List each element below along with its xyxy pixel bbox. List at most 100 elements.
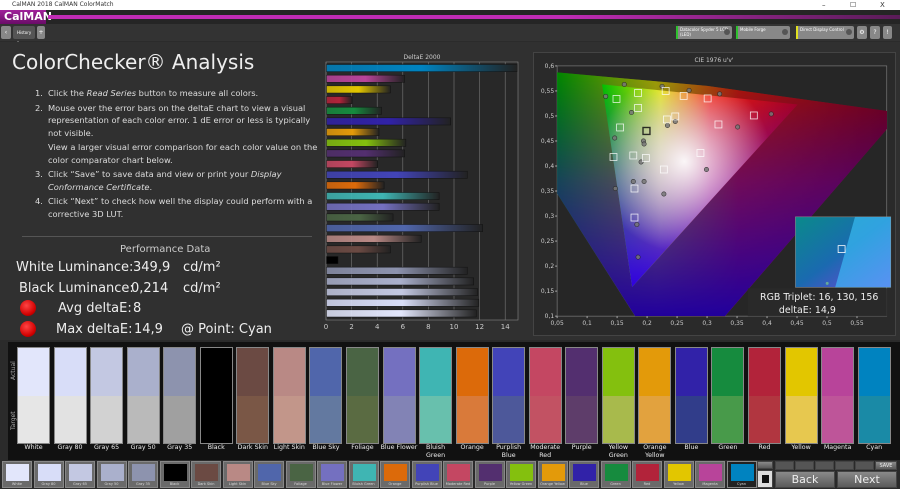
target-point[interactable] [661,87,670,95]
target-point[interactable] [679,92,688,100]
patch-thumb-blue-sky[interactable]: Blue Sky [254,461,284,488]
target-point[interactable] [609,153,618,161]
minimize-button[interactable]: – [822,1,826,9]
measured-point[interactable] [635,254,641,260]
close-button[interactable]: X [880,1,885,9]
bar-blue[interactable] [326,117,451,126]
bar-blue-sky[interactable] [326,224,483,232]
patch-thumb-bluish-green[interactable]: Bluish Green [348,461,379,488]
patch-thumb-foliage[interactable]: Foliage [285,461,316,488]
patch-red[interactable] [748,347,781,444]
bar-cyan[interactable] [326,64,518,72]
bar-magenta[interactable] [326,74,405,83]
help-icon[interactable]: ? [870,26,880,39]
patch-magenta[interactable] [821,347,855,444]
bar-foliage[interactable] [326,213,394,222]
calman-menu-button[interactable]: CalMAN ▾ [0,10,52,37]
patch-thumb-green[interactable]: Green [600,461,631,488]
patch-cyan[interactable] [857,347,891,444]
meter-selector[interactable]: Datacolor Spyder 5 LCD (LED) [676,26,732,39]
patch-blue-flower[interactable] [382,347,416,444]
patch-thumb-blue[interactable]: Blue [569,461,599,488]
pause-icon[interactable] [835,461,854,470]
target-point[interactable] [630,213,639,222]
stop-button[interactable] [757,461,773,469]
bar-orange[interactable] [326,181,385,190]
patch-green[interactable] [711,347,745,444]
patch-thumb-purple[interactable]: Purple [474,461,505,488]
measured-point[interactable] [603,93,609,99]
bar-yellow[interactable] [326,85,391,94]
patch-gray-65[interactable] [90,347,124,444]
play-icon[interactable] [775,461,794,470]
patch-bluish-green[interactable] [419,347,453,444]
patch-thumb-magenta[interactable]: Magenta [695,461,725,488]
patch-thumb-purplish-blue[interactable]: Purplish Blue [411,461,442,488]
back-button[interactable]: Back [775,471,835,488]
patch-thumb-light-skin[interactable]: Light Skin [222,461,253,488]
patch-moderate-red[interactable] [528,347,562,444]
record-button[interactable] [757,470,773,488]
patch-thumb-gray-80[interactable]: Gray 80 [33,461,64,488]
bar-gray-35[interactable] [326,266,468,275]
patch-thumb-white[interactable]: White [2,461,32,488]
patch-orange-yellow[interactable] [638,347,672,444]
bar-red[interactable] [326,96,353,104]
pattern-selector[interactable]: Mobile Forge [736,26,790,39]
patch-thumb-black[interactable]: Black [159,461,190,488]
target-point[interactable] [671,112,680,121]
patch-thumb-dark-skin[interactable]: Dark Skin [191,461,221,488]
target-point[interactable] [714,120,723,129]
patch-thumb-red[interactable]: Red [632,461,662,488]
patch-thumb-gray-50[interactable]: Gray 50 [96,461,127,488]
auto-icon[interactable] [815,461,834,470]
loop-icon[interactable] [855,461,874,470]
bar-purple[interactable] [326,149,405,158]
measured-point[interactable] [621,81,627,87]
patch-purple[interactable] [565,347,599,444]
bar-moderate-red[interactable] [326,160,378,168]
target-point[interactable] [642,126,651,136]
patch-yellow[interactable] [784,347,818,444]
patch-black[interactable] [199,347,233,444]
patch-thumb-orange-yellow[interactable]: Orange Yellow [537,461,568,488]
patch-thumb-cyan[interactable]: Cyan [726,461,757,488]
patch-light-skin[interactable] [272,347,306,444]
save-button[interactable]: SAVE [875,461,897,470]
target-point[interactable] [659,165,668,174]
measured-point[interactable] [717,91,723,97]
measured-point[interactable] [664,122,670,128]
bar-blue-flower[interactable] [326,202,440,211]
display-selector[interactable]: Direct Display Control [796,26,854,39]
measured-point[interactable] [630,179,636,184]
bar-green[interactable] [326,106,382,115]
bar-gray-50[interactable] [326,277,474,286]
bar-black[interactable] [326,256,339,264]
target-point[interactable] [630,184,639,193]
patch-thumb-orange[interactable]: Orange [380,461,410,488]
patch-blue-sky[interactable] [309,347,343,444]
patch-dark-skin[interactable] [236,347,270,444]
patch-orange[interactable] [455,347,489,444]
patch-thumb-yellow-green[interactable]: Yellow Green [506,461,536,488]
patch-thumb-gray-65[interactable]: Gray 65 [65,461,95,488]
bar-orange-yellow[interactable] [326,128,380,136]
bar-gray-80[interactable] [326,298,480,307]
patch-white[interactable] [17,347,50,444]
measured-point[interactable] [768,111,774,117]
measured-point[interactable] [629,109,634,115]
maximize-button[interactable]: ☐ [850,1,857,9]
measured-point[interactable] [735,124,741,130]
patch-foliage[interactable] [345,347,379,444]
next-button[interactable]: Next [837,471,897,488]
gear-icon[interactable]: ⚙ [857,26,867,39]
target-point[interactable] [634,89,642,97]
history-tab[interactable]: History 1 [13,26,35,46]
bar-white[interactable] [326,309,477,318]
patch-thumb-gray-35[interactable]: Gray 35 [128,461,158,488]
patch-thumb-blue-flower[interactable]: Blue Flower [317,461,347,488]
measured-point[interactable] [634,222,640,228]
target-point[interactable] [634,104,642,112]
patch-gray-50[interactable] [126,347,160,444]
target-point[interactable] [749,111,758,120]
